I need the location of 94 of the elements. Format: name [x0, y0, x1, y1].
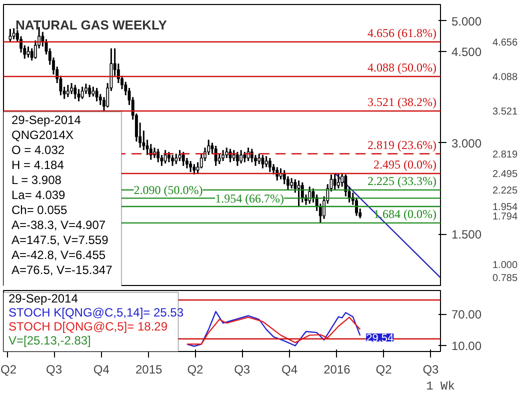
x-tick-label: Q3: [46, 362, 62, 376]
candlestick: [258, 152, 261, 165]
candlestick: [26, 46, 30, 58]
candlestick: [171, 154, 174, 167]
candlestick: [192, 163, 196, 176]
annotation: La= 4.039: [12, 188, 66, 202]
y2-tick-label: 1.000: [492, 260, 518, 272]
candlestick: [336, 173, 340, 190]
candlestick: [92, 86, 95, 98]
candlestick: [167, 151, 170, 163]
candlestick: [156, 148, 160, 163]
text: STOCH K[QNG@C,5,14]= 25.53: [8, 305, 184, 320]
y2-tick-label: 1.794: [492, 212, 518, 223]
y-tick-label: 3.000: [452, 136, 482, 150]
line-series: [186, 316, 361, 345]
candlestick: [333, 173, 336, 192]
candlestick: [189, 160, 192, 173]
y2-tick-label: 2.819: [492, 149, 518, 160]
candlestick: [70, 82, 74, 95]
y2-tick-label: 2.495: [492, 169, 518, 180]
ref-line-label: 2.225 (33.3%): [368, 174, 437, 188]
candlestick: [243, 151, 246, 163]
candlestick: [222, 149, 225, 162]
annotation: 29.54: [366, 332, 394, 344]
candlestick: [225, 146, 228, 159]
x-tick-label: Q2: [187, 362, 204, 376]
candlestick: [300, 182, 304, 204]
y-tick-label: 10.00: [452, 339, 482, 354]
candlestick: [164, 149, 167, 164]
ref-line-label: 2.495 (0.0%): [374, 158, 437, 172]
ref-line-label: 3.521 (38.2%): [368, 95, 437, 110]
ref-line-label: 1.954 (66.7%): [215, 191, 284, 206]
y2-tick-label: 4.656: [492, 37, 518, 48]
y-tick-label: 5.000: [452, 14, 482, 28]
ref-line-label: 2.819 (23.6%): [368, 138, 437, 152]
annotation: A=-38.3, V=4.907: [12, 218, 106, 232]
x-tick-label: Q3: [234, 362, 250, 376]
annotation: 29-Sep-2014: [12, 112, 82, 127]
x-axis-title: 1 Wk: [426, 380, 455, 394]
candlestick: [236, 151, 239, 167]
annotation: O = 4.032: [12, 142, 65, 157]
annotation: V=[25.13,-2.83]: [8, 333, 91, 348]
candlestick: [261, 154, 264, 170]
candlestick: [95, 87, 98, 102]
candlestick: [88, 84, 92, 98]
series-label: STOCH D[QNG@C,5]= 18.29: [8, 319, 168, 334]
candlestick: [77, 88, 80, 102]
ref-line-label: 2.090 (50.0%): [134, 183, 203, 198]
candlestick: [240, 149, 243, 164]
candlestick: [84, 82, 88, 95]
y2-tick-label: 4.088: [492, 72, 518, 83]
y-tick-label: 1.500: [452, 228, 482, 242]
annotation: A=147.5, V=7.559: [12, 232, 109, 247]
candlestick: [182, 151, 185, 167]
candlestick: [66, 84, 70, 98]
candlestick: [80, 86, 84, 100]
ref-line-label: 4.656 (61.8%): [368, 26, 437, 40]
candlestick: [290, 177, 294, 190]
annotation: A=-42.8, V=6.455: [12, 248, 106, 262]
x-tick-label: Q2: [0, 362, 17, 376]
y2-tick-label: 1.954: [492, 202, 518, 213]
candlestick: [174, 152, 178, 165]
candlestick: [12, 28, 16, 40]
annotation: H = 4.184: [12, 158, 64, 172]
candlestick: [30, 48, 34, 62]
candlestick: [268, 157, 272, 173]
x-tick-label: 2016: [324, 362, 351, 376]
x-tick-label: Q4: [282, 362, 298, 376]
annotation: QNG2014X: [12, 128, 74, 142]
annotation: A=76.5, V=-15.347: [12, 262, 113, 277]
ref-line-label: 4.088 (50.0%): [368, 60, 437, 74]
text: NATURAL GAS WEEKLY: [16, 18, 168, 32]
candlestick: [355, 196, 358, 217]
annotation: 29-Sep-2014: [8, 291, 78, 306]
candlestick: [214, 145, 218, 167]
line-series: [186, 310, 361, 347]
x-tick-label: 2015: [135, 362, 162, 376]
candlestick: [8, 28, 12, 44]
x-tick-label: Q2: [376, 362, 392, 376]
annotation: L = 3.908: [12, 172, 62, 187]
y2-tick-label: 3.521: [492, 106, 518, 118]
candlestick: [218, 152, 221, 165]
y2-tick-label: 0.785: [492, 273, 518, 284]
y-tick-label: 4.500: [452, 44, 482, 59]
x-tick-label: Q4: [93, 362, 110, 376]
candlestick: [264, 155, 268, 168]
candlestick: [74, 84, 77, 100]
annotation: Ch= 0.055: [12, 202, 68, 217]
x-tick-label: Q3: [422, 362, 440, 376]
y-tick-label: 70.00: [452, 308, 482, 322]
candlestick: [178, 149, 182, 162]
candlestick: [232, 149, 236, 162]
candlestick: [297, 180, 300, 207]
y2-tick-label: 2.225: [492, 185, 518, 196]
